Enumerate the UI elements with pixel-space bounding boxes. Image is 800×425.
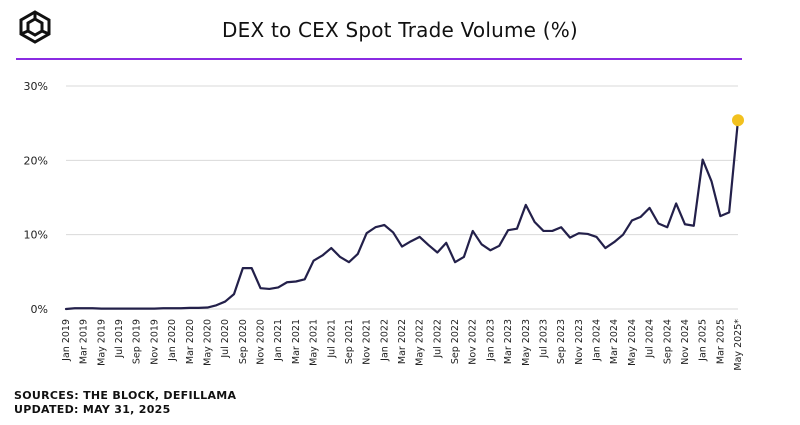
x-tick-label: Jul 2022 <box>432 319 443 359</box>
x-tick-label: Sep 2020 <box>238 319 249 364</box>
x-tick-label: Mar 2023 <box>503 319 514 364</box>
y-tick-label: 0% <box>31 303 48 316</box>
x-tick-label: May 2023 <box>521 319 532 366</box>
x-tick-label: May 2024 <box>627 319 638 366</box>
x-tick-label: Nov 2024 <box>680 319 691 365</box>
x-tick-label: Jan 2023 <box>485 319 496 362</box>
x-tick-label: Nov 2021 <box>362 319 373 365</box>
y-tick-label: 20% <box>24 154 48 167</box>
x-tick-label: Jan 2020 <box>167 319 178 362</box>
x-tick-label: Sep 2019 <box>132 319 143 364</box>
y-tick-label: 10% <box>24 229 48 242</box>
updated-text: UPDATED: MAY 31, 2025 <box>14 403 171 416</box>
title-divider <box>16 58 742 60</box>
x-tick-label: Jan 2019 <box>61 319 72 362</box>
x-tick-label: Mar 2020 <box>185 319 196 364</box>
x-tick-label: Jul 2019 <box>114 319 125 359</box>
x-tick-label: Sep 2023 <box>556 319 567 364</box>
x-tick-label: Sep 2021 <box>344 319 355 364</box>
x-tick-label: Jan 2022 <box>379 319 390 362</box>
x-tick-label: May 2022 <box>415 319 426 366</box>
x-tick-label: Nov 2022 <box>468 319 479 365</box>
x-tick-label: Mar 2021 <box>291 319 302 364</box>
x-tick-label: Jan 2024 <box>592 319 603 362</box>
x-tick-label: Sep 2022 <box>450 319 461 364</box>
sources-text: SOURCES: THE BLOCK, DEFILLAMA <box>14 389 237 402</box>
x-tick-label: May 2020 <box>202 319 213 366</box>
x-tick-label: Mar 2024 <box>609 319 620 364</box>
x-tick-label: Jul 2024 <box>645 319 656 359</box>
latest-data-point <box>732 114 744 127</box>
x-tick-label: May 2019 <box>96 319 107 366</box>
series-line <box>64 119 740 311</box>
x-tick-label: Nov 2023 <box>574 319 585 365</box>
footer: SOURCES: THE BLOCK, DEFILLAMA UPDATED: M… <box>14 389 236 417</box>
x-tick-label: Jul 2021 <box>326 319 337 359</box>
chart-title: DEX to CEX Spot Trade Volume (%) <box>222 18 578 42</box>
the-block-logo <box>19 10 51 44</box>
x-tick-label: Nov 2019 <box>149 319 160 365</box>
x-tick-label: Mar 2019 <box>79 319 90 364</box>
x-tick-label: Mar 2022 <box>397 319 408 364</box>
x-tick-label: Jul 2020 <box>220 319 231 359</box>
x-tick-label: Mar 2025 <box>715 319 726 364</box>
x-tick-label: May 2021 <box>309 319 320 366</box>
y-tick-label: 30% <box>24 80 48 93</box>
x-tick-label: May 2025* <box>733 319 744 371</box>
x-tick-label: Jan 2025 <box>698 319 709 362</box>
x-tick-label: Sep 2024 <box>662 319 673 364</box>
x-tick-label: Jan 2021 <box>273 319 284 362</box>
x-tick-label: Jul 2023 <box>538 319 549 359</box>
x-tick-label: Nov 2020 <box>256 319 267 365</box>
